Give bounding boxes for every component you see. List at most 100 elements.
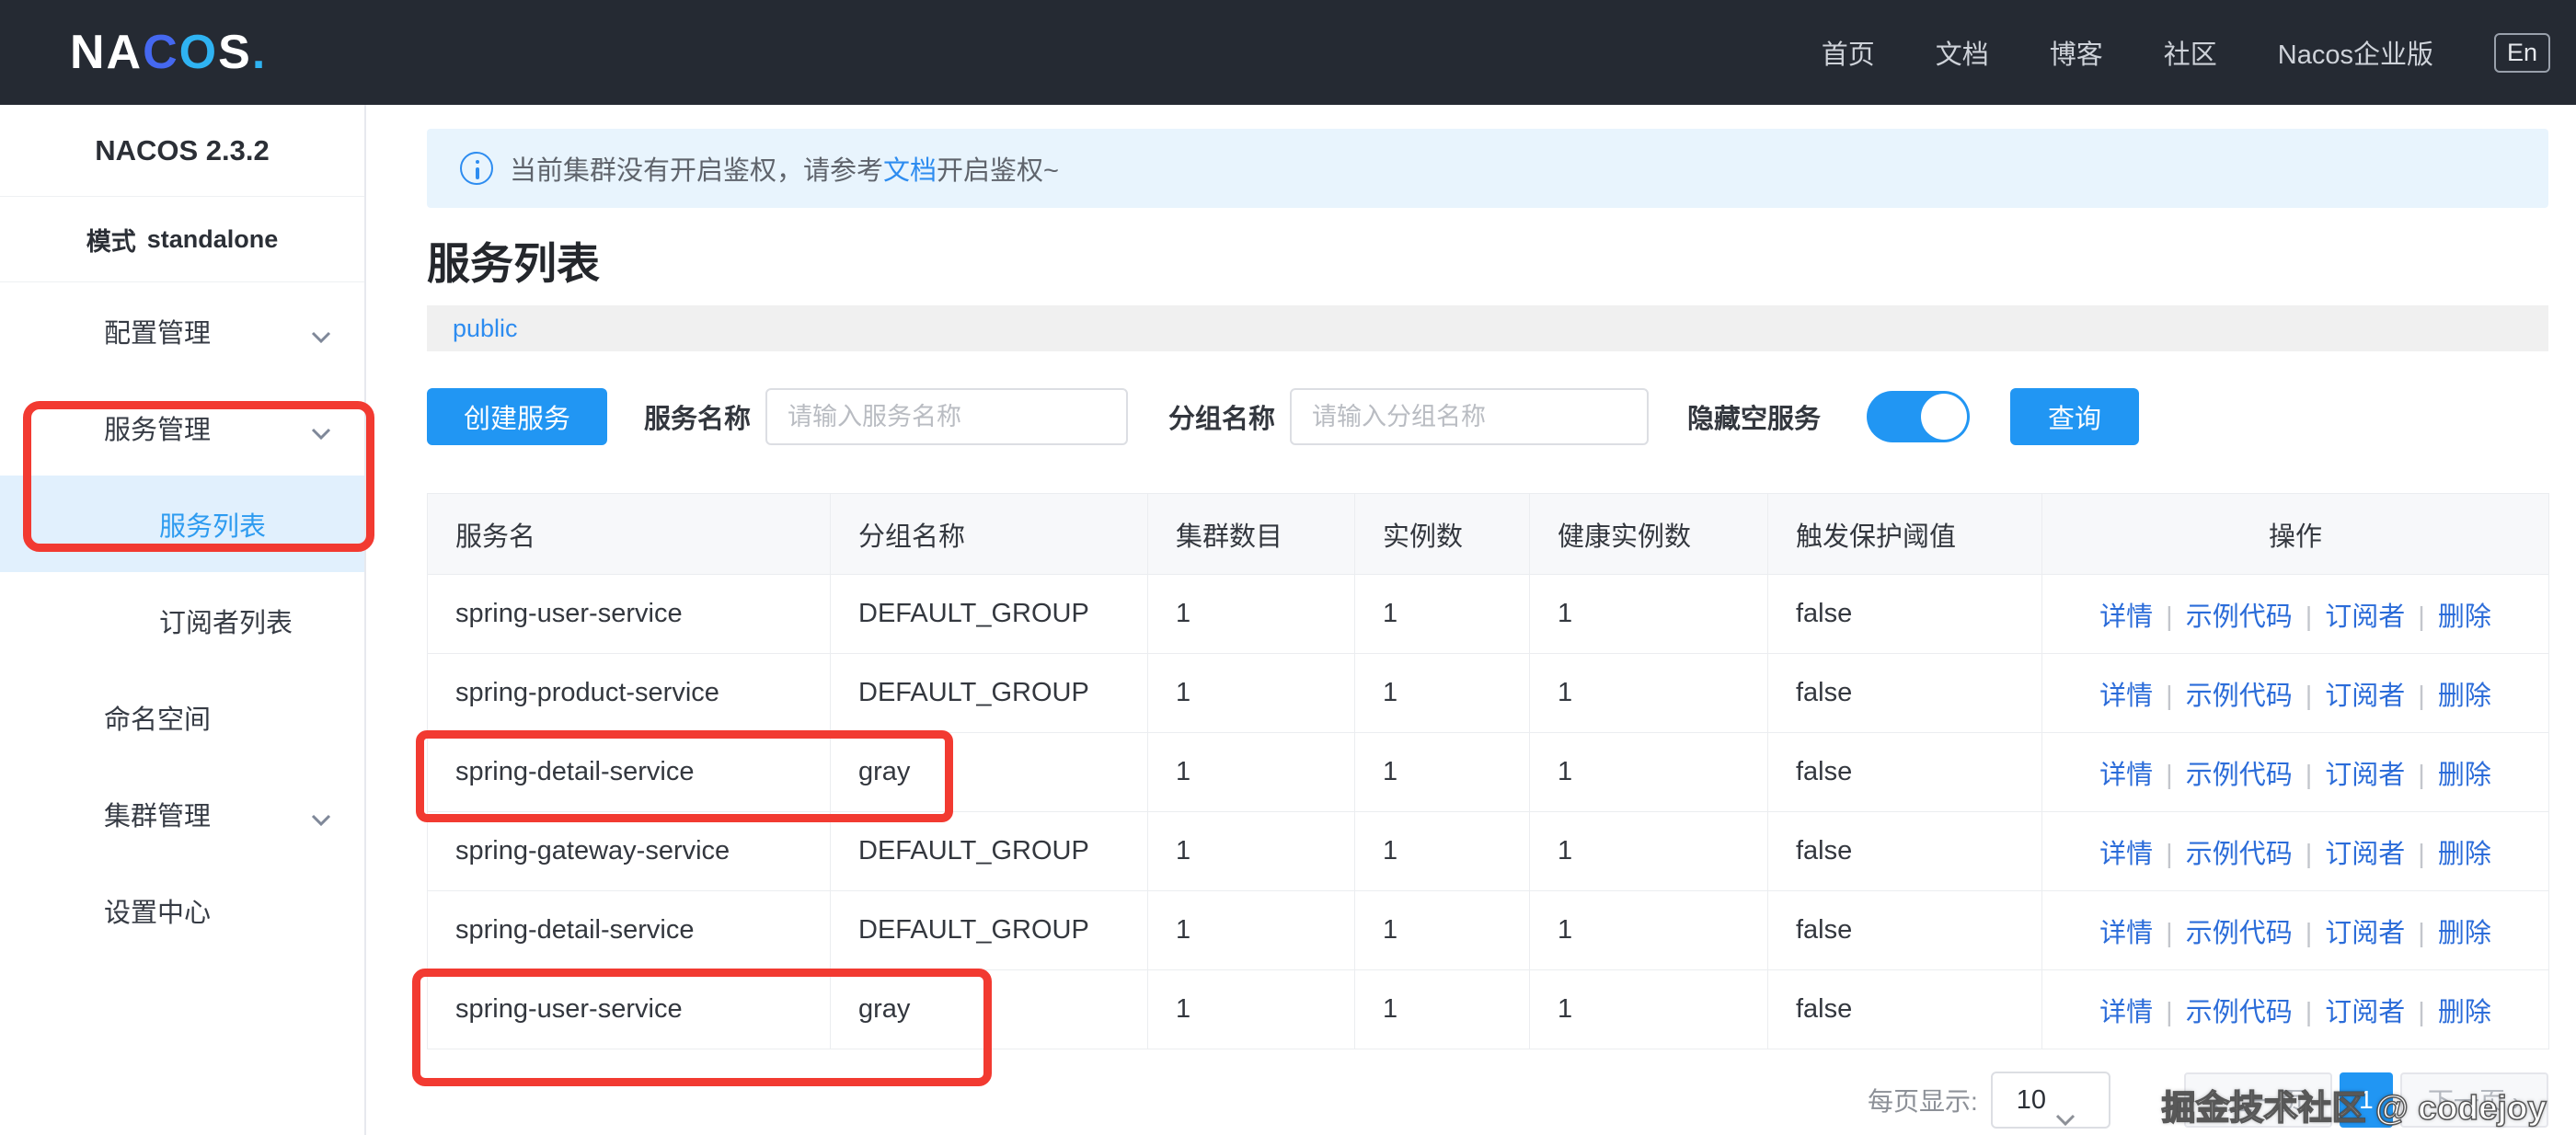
sidebar-item-service-list[interactable]: 服务列表 xyxy=(0,476,364,572)
protect-threshold-cell: false xyxy=(1767,732,2042,812)
operations-cell: 详情 | 示例代码 | 订阅者 | 删除 xyxy=(2041,732,2549,812)
detail-link[interactable]: 详情 xyxy=(2099,681,2154,711)
protect-threshold-cell: false xyxy=(1767,890,2042,970)
delete-link[interactable]: 删除 xyxy=(2437,839,2491,869)
sample-code-link[interactable]: 示例代码 xyxy=(2185,997,2293,1027)
namespace-bar: public xyxy=(427,305,2548,351)
group-name-cell: DEFAULT_GROUP xyxy=(830,811,1148,891)
table-row: spring-detail-service DEFAULT_GROUP 1 1 … xyxy=(427,890,2549,970)
service-table: 服务名 分组名称 集群数目 实例数 健康实例数 触发保护阈值 操作 spring… xyxy=(427,493,2549,1049)
sidebar-item-config-management[interactable]: 配置管理 xyxy=(0,282,364,379)
nav-link-docs[interactable]: 文档 xyxy=(1935,40,1989,70)
sidebar-item-settings-center[interactable]: 设置中心 xyxy=(104,898,212,928)
group-name-cell: gray xyxy=(830,969,1148,1049)
operations-cell: 详情 | 示例代码 | 订阅者 | 删除 xyxy=(2041,574,2549,654)
language-toggle-button[interactable]: En xyxy=(2493,32,2550,73)
nav-link-blog[interactable]: 博客 xyxy=(2049,40,2103,70)
page-size-label: 每页显示: xyxy=(1868,1087,1978,1116)
create-service-button[interactable]: 创建服务 xyxy=(427,388,607,445)
table-footer: 每页显示: 10 ‹ 上一页 1 下一页 › xyxy=(427,1072,2548,1129)
instance-count-cell: 1 xyxy=(1354,890,1530,970)
sample-code-link[interactable]: 示例代码 xyxy=(2185,760,2293,790)
delete-link[interactable]: 删除 xyxy=(2437,602,2491,632)
group-name-input[interactable] xyxy=(1290,388,1650,445)
subscribers-link[interactable]: 订阅者 xyxy=(2325,839,2406,869)
subscribers-link[interactable]: 订阅者 xyxy=(2325,918,2406,948)
hide-empty-service-toggle[interactable] xyxy=(1867,391,1971,442)
sample-code-link[interactable]: 示例代码 xyxy=(2185,918,2293,948)
top-navbar: NACOS. 首页 文档 博客 社区 Nacos企业版 En xyxy=(0,0,2576,105)
healthy-count-cell: 1 xyxy=(1529,890,1768,970)
delete-link[interactable]: 删除 xyxy=(2437,997,2491,1027)
delete-link[interactable]: 删除 xyxy=(2437,681,2491,711)
nacos-logo[interactable]: NACOS. xyxy=(70,26,268,79)
auth-warning-banner: 当前集群没有开启鉴权，请参考 文档 开启鉴权~ xyxy=(427,129,2548,208)
instance-count-cell: 1 xyxy=(1354,969,1530,1049)
cluster-count-cell: 1 xyxy=(1147,574,1355,654)
healthy-count-cell: 1 xyxy=(1529,811,1768,891)
instance-count-cell: 1 xyxy=(1354,732,1530,812)
detail-link[interactable]: 详情 xyxy=(2099,602,2154,632)
next-page-button[interactable]: 下一页 › xyxy=(2399,1072,2548,1128)
service-name-input[interactable] xyxy=(765,388,1129,445)
info-icon xyxy=(460,152,493,185)
subscribers-link[interactable]: 订阅者 xyxy=(2325,760,2406,790)
page-1-button[interactable]: 1 xyxy=(2339,1072,2393,1128)
hide-empty-service-label: 隐藏空服务 xyxy=(1687,405,1822,434)
sample-code-link[interactable]: 示例代码 xyxy=(2185,839,2293,869)
subscribers-link[interactable]: 订阅者 xyxy=(2325,997,2406,1027)
table-row: spring-detail-service gray 1 1 1 false 详… xyxy=(427,732,2549,812)
healthy-count-cell: 1 xyxy=(1529,732,1768,812)
service-name-cell: spring-product-service xyxy=(427,653,831,733)
col-protect-threshold: 触发保护阈值 xyxy=(1767,493,2042,575)
detail-link[interactable]: 详情 xyxy=(2099,997,2154,1027)
protect-threshold-cell: false xyxy=(1767,653,2042,733)
sidebar-item-service-management[interactable]: 服务管理 xyxy=(0,379,364,476)
col-operations: 操作 xyxy=(2041,493,2549,575)
mode-value: standalone xyxy=(146,224,279,253)
search-button[interactable]: 查询 xyxy=(2010,388,2140,445)
detail-link[interactable]: 详情 xyxy=(2099,760,2154,790)
service-name-label: 服务名称 xyxy=(644,405,752,434)
cluster-count-cell: 1 xyxy=(1147,969,1355,1049)
sample-code-link[interactable]: 示例代码 xyxy=(2185,681,2293,711)
delete-link[interactable]: 删除 xyxy=(2437,918,2491,948)
healthy-count-cell: 1 xyxy=(1529,574,1768,654)
operations-cell: 详情 | 示例代码 | 订阅者 | 删除 xyxy=(2041,811,2549,891)
group-name-cell: DEFAULT_GROUP xyxy=(830,653,1148,733)
col-group-name: 分组名称 xyxy=(830,493,1148,575)
sidebar-item-cluster-management[interactable]: 集群管理 xyxy=(0,765,364,862)
nav-link-enterprise[interactable]: Nacos企业版 xyxy=(2277,40,2433,70)
namespace-tab-public[interactable]: public xyxy=(453,314,518,342)
banner-text-before: 当前集群没有开启鉴权，请参考 xyxy=(510,156,884,186)
col-healthy-count: 健康实例数 xyxy=(1529,493,1768,575)
detail-link[interactable]: 详情 xyxy=(2099,839,2154,869)
nav-link-community[interactable]: 社区 xyxy=(2163,40,2217,70)
cluster-count-cell: 1 xyxy=(1147,890,1355,970)
sidebar-item-subscriber-list[interactable]: 订阅者列表 xyxy=(159,608,293,638)
sample-code-link[interactable]: 示例代码 xyxy=(2185,602,2293,632)
service-name-cell: spring-user-service xyxy=(427,574,831,654)
sidebar: NACOS 2.3.2 模式 standalone 配置管理 服务管理 服务列表… xyxy=(0,105,366,1135)
detail-link[interactable]: 详情 xyxy=(2099,918,2154,948)
table-row: spring-user-service gray 1 1 1 false 详情 |… xyxy=(427,969,2549,1049)
col-service-name: 服务名 xyxy=(427,493,831,575)
banner-docs-link[interactable]: 文档 xyxy=(883,156,937,186)
nav-link-home[interactable]: 首页 xyxy=(1821,40,1875,70)
operations-cell: 详情 | 示例代码 | 订阅者 | 删除 xyxy=(2041,969,2549,1049)
group-name-cell: DEFAULT_GROUP xyxy=(830,574,1148,654)
page-size-select[interactable]: 10 xyxy=(1990,1072,2110,1129)
nacos-version: NACOS 2.3.2 xyxy=(0,105,364,197)
table-header-row: 服务名 分组名称 集群数目 实例数 健康实例数 触发保护阈值 操作 xyxy=(427,493,2549,575)
delete-link[interactable]: 删除 xyxy=(2437,760,2491,790)
table-row: spring-user-service DEFAULT_GROUP 1 1 1 … xyxy=(427,574,2549,654)
sidebar-item-namespace[interactable]: 命名空间 xyxy=(104,705,212,735)
service-name-cell: spring-user-service xyxy=(427,969,831,1049)
toggle-knob xyxy=(1921,394,1968,440)
main-content: 当前集群没有开启鉴权，请参考 文档 开启鉴权~ 服务列表 public 创建服务 服… xyxy=(366,105,2576,1129)
prev-page-button[interactable]: ‹ 上一页 xyxy=(2183,1072,2332,1128)
page-size-value: 10 xyxy=(2016,1084,2047,1115)
instance-count-cell: 1 xyxy=(1354,811,1530,891)
subscribers-link[interactable]: 订阅者 xyxy=(2325,602,2406,632)
subscribers-link[interactable]: 订阅者 xyxy=(2325,681,2406,711)
